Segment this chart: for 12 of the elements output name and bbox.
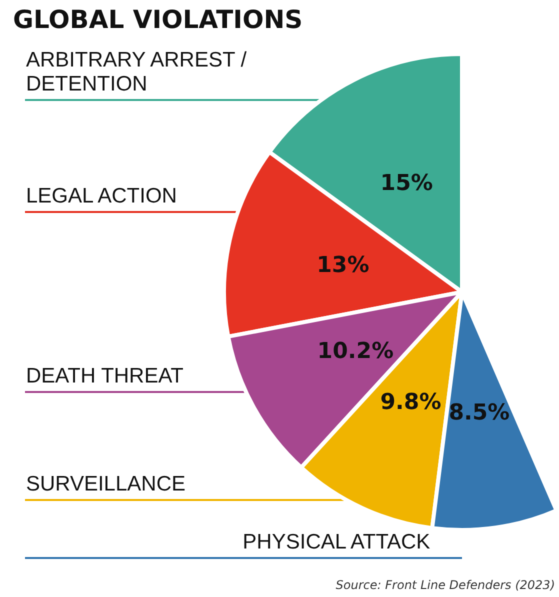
- slice-label: ARBITRARY ARREST / DETENTION: [26, 48, 252, 96]
- slice-label: DEATH THREAT: [26, 364, 184, 388]
- data-label: 8.5%: [448, 400, 510, 426]
- slice-label: SURVEILLANCE: [26, 472, 186, 496]
- slice-label: PHYSICAL ATTACK: [242, 530, 430, 554]
- data-label: 13%: [316, 252, 370, 278]
- chart-title: GLOBAL VIOLATIONS: [13, 5, 303, 34]
- data-label: 9.8%: [380, 390, 442, 416]
- data-label: 15%: [380, 170, 433, 196]
- slice-label: LEGAL ACTION: [26, 184, 177, 208]
- source-note: Source: Front Line Defenders (2023): [336, 578, 556, 592]
- data-label: 10.2%: [317, 338, 394, 364]
